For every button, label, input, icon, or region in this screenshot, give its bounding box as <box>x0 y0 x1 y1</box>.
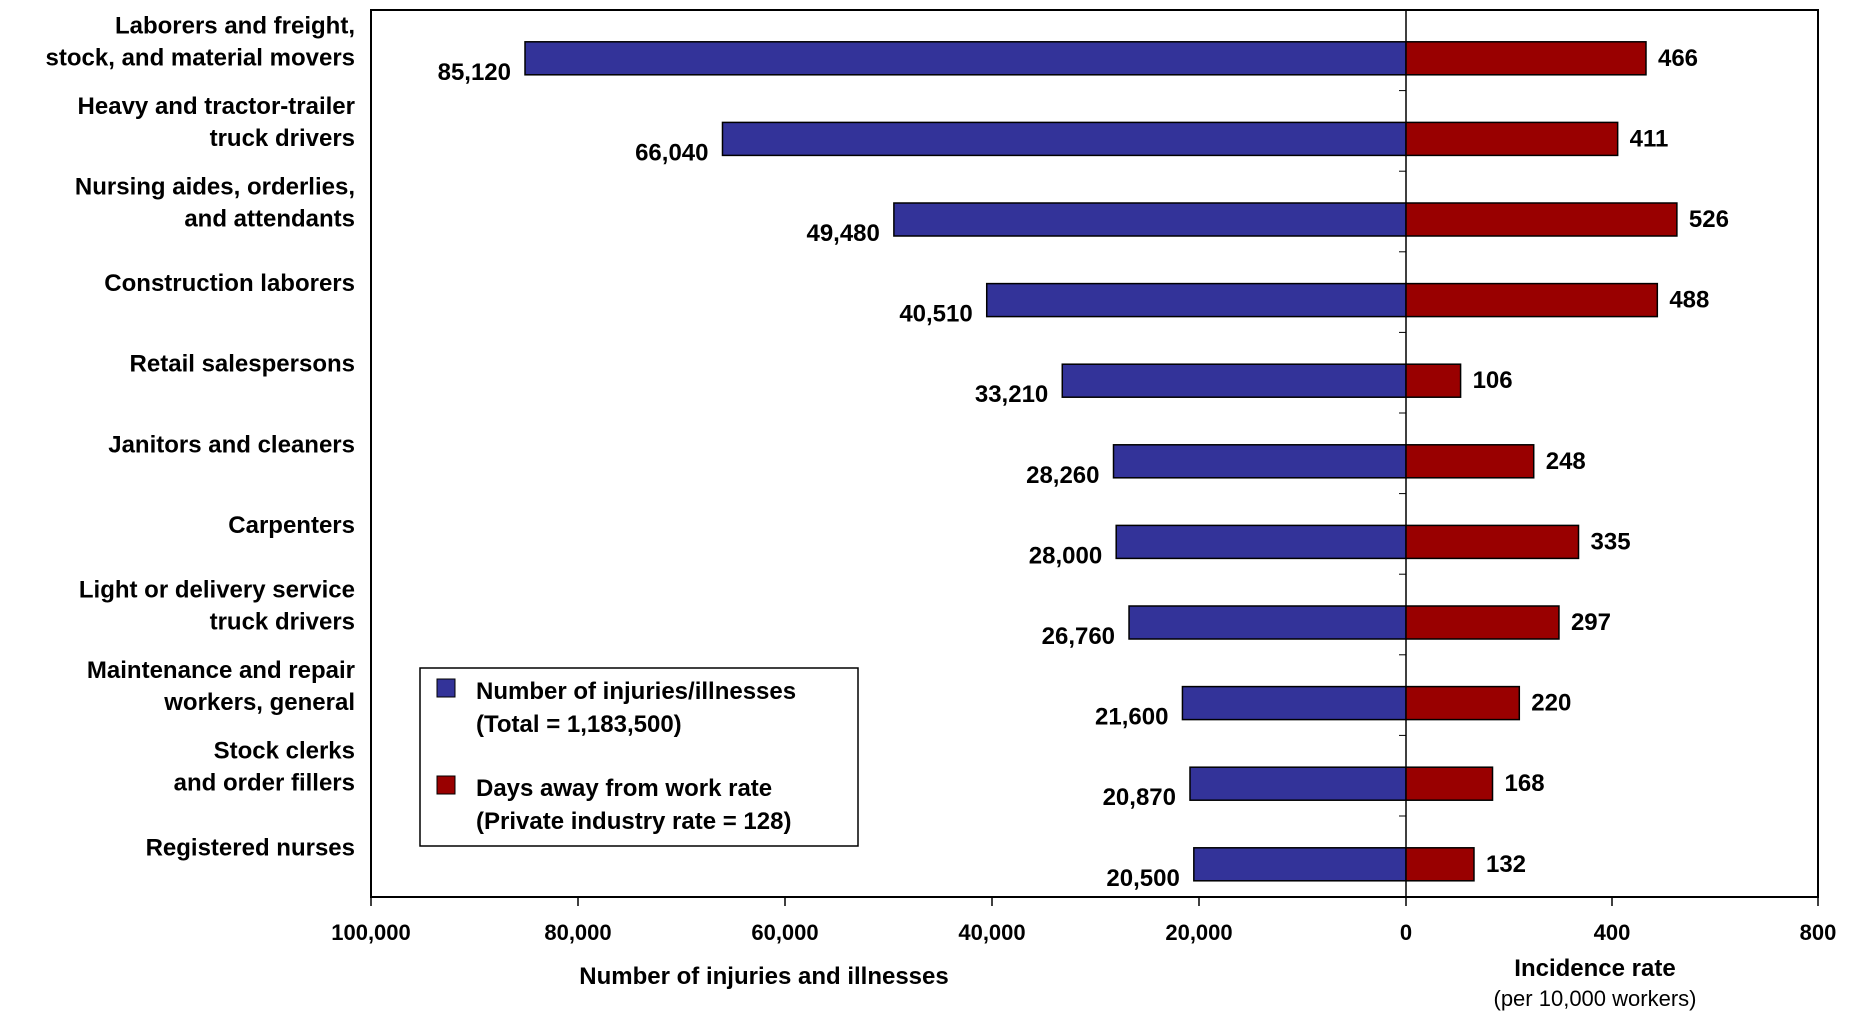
category-label: stock, and material movers <box>46 44 355 71</box>
category-label: Maintenance and repair <box>87 657 355 684</box>
category-label: workers, general <box>163 689 355 716</box>
data-label-injuries: 66,040 <box>635 139 708 166</box>
bar-rate <box>1405 202 1678 237</box>
category-label: Nursing aides, orderlies, <box>75 174 355 201</box>
data-label-injuries: 21,600 <box>1095 704 1168 731</box>
legend-swatch-rate <box>436 775 456 795</box>
bar-rate <box>1405 766 1494 801</box>
category-label: and order fillers <box>174 770 355 797</box>
bar-injuries <box>985 282 1407 318</box>
bar-injuries <box>1112 444 1407 479</box>
category-label: Retail salespersons <box>130 351 355 378</box>
bar-injuries <box>1061 363 1407 398</box>
x-tick-label-left: 80,000 <box>544 920 611 945</box>
bar-rate <box>1405 685 1521 721</box>
data-label-injuries: 85,120 <box>438 59 511 86</box>
data-label-injuries: 20,870 <box>1103 784 1176 811</box>
data-label-injuries: 33,210 <box>975 381 1048 408</box>
bar-rate <box>1405 444 1535 479</box>
category-label: and attendants <box>184 206 355 233</box>
legend-label-rate-private: (Private industry rate = 128) <box>476 808 791 835</box>
bar-injuries <box>1189 766 1407 801</box>
legend: Number of injuries/illnesses (Total = 1,… <box>419 667 859 847</box>
x-tick-label-left: 60,000 <box>751 920 818 945</box>
data-label-rate: 466 <box>1658 45 1698 72</box>
category-label: truck drivers <box>210 125 355 152</box>
x-tick-label-left: 40,000 <box>958 920 1025 945</box>
data-label-injuries: 28,260 <box>1026 462 1099 489</box>
x-tick-label-left: 20,000 <box>1165 920 1232 945</box>
bars: 85,120 466 66,040 411 49,480 526 40,510 488 33,2… <box>438 41 1729 892</box>
data-label-rate: 248 <box>1546 448 1586 475</box>
bar-rate <box>1405 121 1619 157</box>
legend-swatch-injuries <box>436 678 456 698</box>
bar-injuries <box>1193 847 1407 882</box>
data-label-injuries: 40,510 <box>899 301 972 328</box>
bar-injuries <box>1115 524 1407 560</box>
data-label-rate: 220 <box>1531 690 1571 717</box>
bar-rate <box>1405 847 1475 882</box>
data-label-rate: 411 <box>1630 125 1669 152</box>
bar-injuries <box>893 202 1407 237</box>
bar-injuries <box>721 121 1407 157</box>
data-label-rate: 132 <box>1486 851 1526 878</box>
bar-rate <box>1405 363 1462 398</box>
bar-rate <box>1405 524 1580 560</box>
right-axis-subtitle: (per 10,000 workers) <box>1494 986 1697 1011</box>
category-label: Laborers and freight, <box>115 12 355 39</box>
bar-rate <box>1405 605 1560 640</box>
data-label-rate: 335 <box>1591 528 1631 555</box>
category-label: truck drivers <box>210 609 355 636</box>
legend-box <box>419 667 859 847</box>
data-label-injuries: 20,500 <box>1106 865 1179 892</box>
left-axis-title: Number of injuries and illnesses <box>579 963 948 990</box>
right-axis-title: Incidence rate <box>1514 955 1675 982</box>
category-label: Heavy and tractor-trailer <box>78 93 355 120</box>
category-label: Construction laborers <box>104 270 355 297</box>
data-label-rate: 526 <box>1689 206 1729 233</box>
x-tick-label-left: 100,000 <box>331 920 411 945</box>
data-label-rate: 106 <box>1473 367 1513 394</box>
data-label-rate: 297 <box>1571 609 1611 636</box>
category-label: Stock clerks <box>214 738 355 765</box>
category-label: Registered nurses <box>146 834 355 861</box>
data-label-injuries: 28,000 <box>1029 542 1102 569</box>
bar-injuries <box>1128 605 1407 640</box>
x-tick-label-left: 0 <box>1400 920 1412 945</box>
category-label: Janitors and cleaners <box>108 431 355 458</box>
bar-rate <box>1405 41 1647 76</box>
category-labels: Laborers and freight, stock, and material… <box>46 12 355 861</box>
bar-injuries <box>1181 685 1407 721</box>
legend-label-injuries-total: (Total = 1,183,500) <box>476 711 682 738</box>
legend-label-rate: Days away from work rate <box>476 775 772 802</box>
data-label-injuries: 26,760 <box>1042 623 1115 650</box>
category-label: Carpenters <box>228 512 355 539</box>
data-label-rate: 168 <box>1505 770 1545 797</box>
category-label: Light or delivery service <box>79 577 355 604</box>
legend-label-injuries: Number of injuries/illnesses <box>476 678 796 705</box>
bar-rate <box>1405 282 1659 318</box>
x-tick-label-right: 800 <box>1800 920 1837 945</box>
data-label-injuries: 49,480 <box>806 220 879 247</box>
x-tick-label-right: 400 <box>1594 920 1631 945</box>
bar-injuries <box>524 41 1407 76</box>
data-label-rate: 488 <box>1669 287 1709 314</box>
